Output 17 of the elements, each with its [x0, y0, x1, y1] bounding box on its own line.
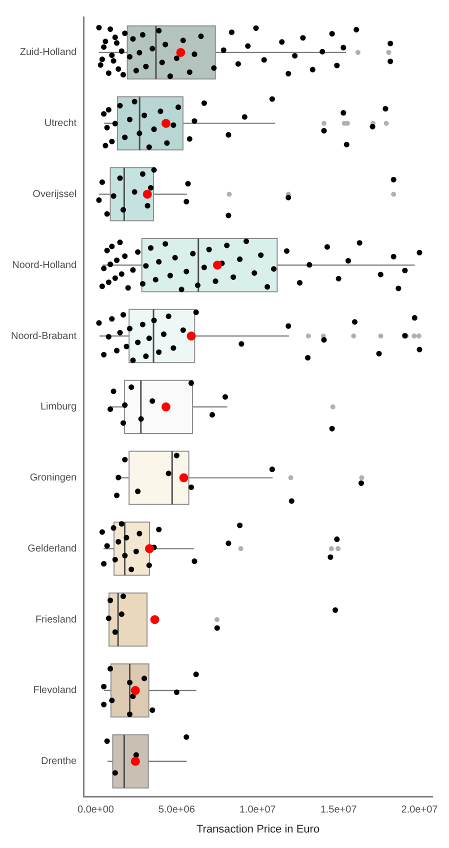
y-tick-label: Gelderland: [28, 543, 77, 554]
y-tick-label: Drenthe: [41, 756, 78, 768]
x-tick-label: 0.0e+00: [78, 804, 114, 816]
x-axis-title: Transaction Price in Euro: [196, 823, 320, 836]
y-tick-label: Zuid-Holland: [20, 47, 77, 58]
x-tick-label: 5.0e+06: [158, 804, 196, 816]
y-tick-label: Groningen: [30, 472, 77, 484]
x-tick-label: 2.0e+07: [401, 804, 438, 816]
y-tick-label: Noord-Holland: [12, 260, 77, 271]
y-tick-label: Overijssel: [32, 188, 77, 200]
y-tick-label: Noord-Brabant: [10, 330, 77, 342]
y-tick-label: Limburg: [40, 402, 77, 413]
x-tick-label: 1.0e+07: [239, 804, 276, 816]
y-tick-label: Utrecht: [44, 118, 77, 130]
y-tick-label: Friesland: [35, 614, 77, 626]
y-tick-label: Flevoland: [33, 685, 77, 696]
x-tick-label: 1.5e+07: [320, 804, 358, 816]
